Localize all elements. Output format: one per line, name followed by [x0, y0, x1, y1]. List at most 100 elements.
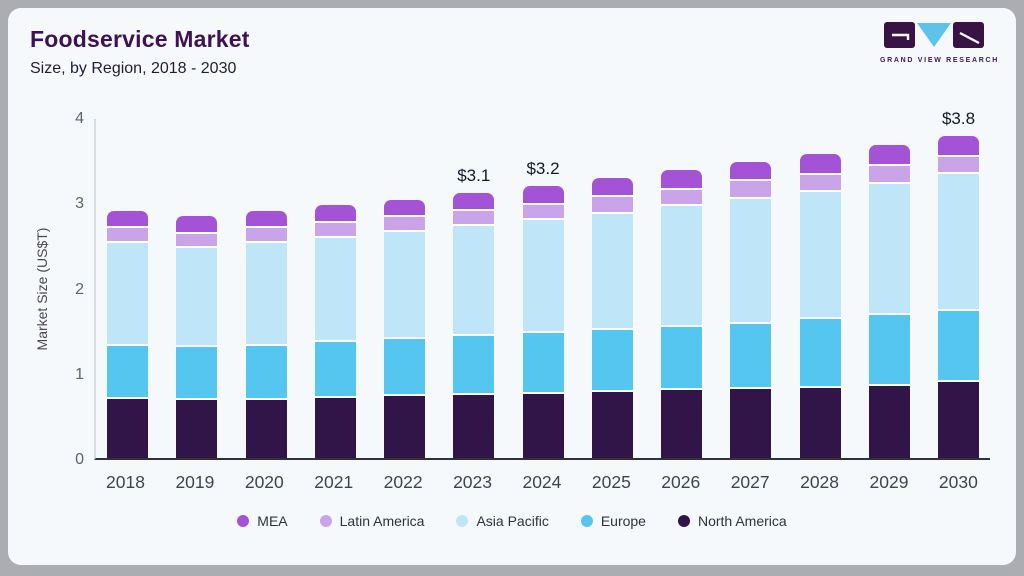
segment-2023-latin-america [453, 209, 495, 224]
segment-2026-north-america [661, 388, 702, 458]
segment-2020-asia-pacific [245, 240, 287, 344]
legend-item-latin-america: Latin America [319, 513, 425, 529]
segment-2018-north-america [107, 396, 148, 458]
x-label-2027: 2027 [730, 472, 770, 492]
segment-2027-latin-america [730, 179, 772, 198]
x-label-2026: 2026 [661, 472, 701, 492]
segment-2027-north-america [730, 387, 772, 458]
segment-2025-north-america [591, 389, 633, 458]
segment-2023-mea [453, 192, 495, 210]
bar-2022 [384, 199, 425, 458]
x-label-2023: 2023 [453, 472, 492, 492]
chart-legend: MEA Latin America Asia Pacific Europe North … [8, 513, 1016, 529]
legend-dot-icon [456, 515, 469, 527]
x-label-2028: 2028 [800, 472, 840, 492]
x-label-2021: 2021 [314, 472, 354, 492]
segment-2020-europe [245, 343, 287, 399]
segment-2030-mea [938, 135, 979, 155]
segment-2029-mea [868, 145, 910, 164]
value-label-2030: $3.8 [941, 108, 976, 128]
page-title: Foodservice Market [30, 26, 250, 52]
y-tick-4: 4 [75, 110, 84, 127]
segment-2030-latin-america [938, 154, 979, 172]
segment-2019-latin-america [176, 232, 218, 246]
y-tick-1: 1 [75, 365, 84, 383]
segment-2026-asia-pacific [661, 203, 702, 326]
legend-label: Europe [600, 513, 646, 529]
segment-2023-europe [453, 334, 495, 394]
segment-2025-mea [591, 178, 633, 196]
page-subtitle: Size, by Region, 2018 - 2030 [30, 60, 237, 77]
y-axis-title: Market Size (US$T) [34, 227, 50, 351]
segment-2022-asia-pacific [384, 229, 425, 337]
bar-2021 [314, 204, 356, 458]
segment-2025-latin-america [591, 195, 633, 212]
segment-2024-asia-pacific [522, 217, 564, 331]
legend-label: Latin America [339, 513, 425, 529]
segment-2026-europe [661, 325, 702, 389]
segment-2019-mea [176, 215, 218, 233]
legend-label: North America [697, 513, 787, 529]
segment-2024-europe [522, 331, 564, 392]
gvr-logo-icon [884, 22, 984, 48]
segment-2022-latin-america [384, 215, 425, 230]
x-axis-labels: 2018 2019 2020 2021 2022 2023 2024 2025 2026 2027… [94, 471, 990, 493]
bar-2026 [661, 169, 702, 458]
segment-2023-asia-pacific [453, 223, 495, 335]
segment-2028-mea [799, 153, 841, 174]
segment-2018-asia-pacific [107, 240, 148, 344]
bar-2027 [730, 162, 772, 458]
x-label-2024: 2024 [522, 472, 562, 492]
y-tick-0: 0 [75, 451, 84, 468]
segment-2018-mea [107, 210, 148, 227]
segment-2029-europe [868, 313, 910, 384]
x-label-2018: 2018 [106, 472, 145, 492]
legend-dot-icon [319, 515, 332, 527]
segment-2020-mea [245, 210, 287, 227]
segment-2024-north-america [522, 391, 564, 458]
legend-item-asia-pacific: Asia Pacific [456, 513, 549, 529]
segment-2028-europe [799, 317, 841, 386]
x-label-2029: 2029 [869, 472, 909, 492]
segment-2030-asia-pacific [938, 171, 979, 309]
segment-2024-mea [522, 186, 564, 204]
segment-2021-latin-america [314, 221, 356, 236]
bar-2025 [591, 178, 633, 458]
segment-2027-asia-pacific [730, 197, 772, 322]
legend-label: MEA [257, 513, 288, 529]
value-label-2024: $3.2 [526, 159, 560, 179]
segment-2021-europe [314, 340, 356, 396]
bar-2028 [799, 153, 841, 458]
bar-2023: $3.1 [453, 166, 495, 458]
segment-2018-latin-america [107, 226, 148, 241]
legend-dot-icon [237, 515, 250, 527]
segment-2022-mea [384, 199, 425, 216]
report-card: Foodservice Market Size, by Region, 2018… [8, 8, 1016, 565]
segment-2027-mea [730, 162, 772, 180]
y-tick-2: 2 [75, 280, 84, 298]
segment-2026-mea [661, 169, 702, 188]
segment-2021-mea [314, 204, 356, 222]
x-label-2022: 2022 [383, 472, 423, 492]
y-tick-3: 3 [75, 195, 84, 213]
segment-2029-north-america [868, 383, 910, 458]
bar-2030: $3.8 [938, 109, 979, 458]
legend-item-north-america: North America [677, 513, 787, 529]
value-label-2023: $3.1 [457, 165, 491, 185]
segment-2021-north-america [314, 395, 356, 458]
legend-label: Asia Pacific [476, 513, 549, 529]
segment-2023-north-america [453, 393, 495, 458]
x-label-2020: 2020 [244, 472, 284, 492]
bar-2029 [868, 145, 910, 458]
header: Foodservice Market Size, by Region, 2018… [30, 26, 250, 78]
x-label-2019: 2019 [175, 472, 215, 492]
segment-2019-north-america [176, 398, 218, 458]
x-label-2025: 2025 [591, 472, 631, 492]
bar-2018 [107, 210, 148, 458]
segment-2018-europe [107, 343, 148, 397]
logo-wordmark: GRAND VIEW RESEARCH [880, 57, 1000, 64]
bar-2024: $3.2 [522, 159, 564, 458]
segment-2028-latin-america [799, 173, 841, 191]
stacked-bar-chart: $3.1 $3.2 $3.8 [94, 109, 990, 460]
segment-2022-europe [384, 336, 425, 395]
